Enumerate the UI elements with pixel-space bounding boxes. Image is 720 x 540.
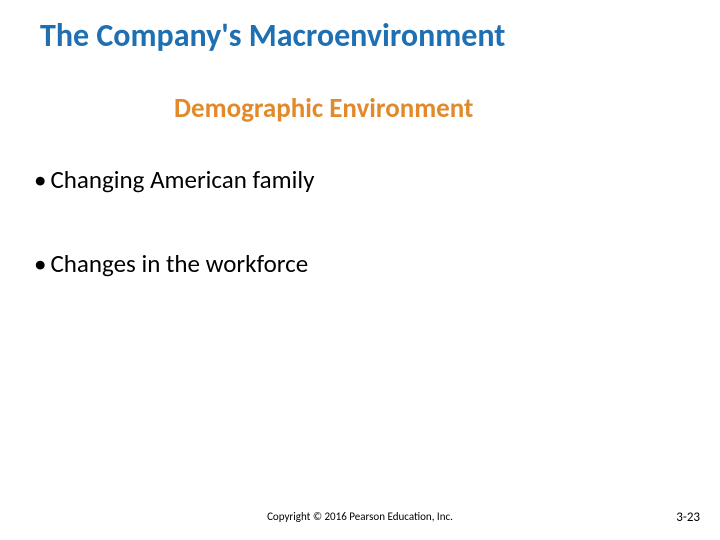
bullet-text: Changes in the workforce xyxy=(50,248,308,279)
slide-subtitle: Demographic Environment xyxy=(174,94,473,124)
slide-title: The Company's Macroenvironment xyxy=(40,18,505,53)
copyright-footer: Copyright © 2016 Pearson Education, Inc. xyxy=(0,510,720,523)
slide: The Company's Macroenvironment Demograph… xyxy=(0,0,720,540)
bullet-text: Changing American family xyxy=(50,164,314,195)
bullet-dot-icon: • xyxy=(34,248,46,279)
bullet-list: • Changing American family • Changes in … xyxy=(34,164,314,279)
bullet-dot-icon: • xyxy=(34,164,46,195)
bullet-item: • Changing American family xyxy=(34,164,314,195)
bullet-item: • Changes in the workforce xyxy=(34,248,314,279)
page-number: 3-23 xyxy=(676,510,700,525)
